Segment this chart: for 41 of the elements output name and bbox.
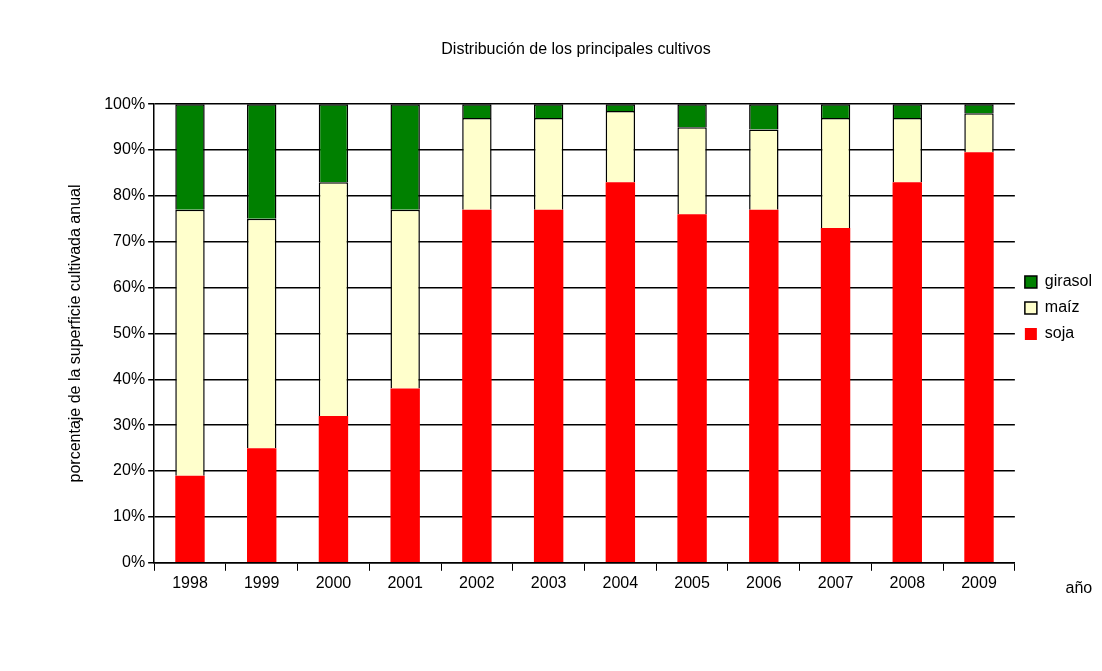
chart-title: Distribución de los principales cultivos <box>441 40 711 58</box>
bar <box>318 416 349 563</box>
x-tick-label: 2003 <box>530 573 567 591</box>
y-tick-label: 90% <box>113 140 146 158</box>
y-tick-label: 0% <box>122 553 146 571</box>
bar <box>677 214 707 563</box>
bar <box>749 209 779 563</box>
y-tick-label: 50% <box>113 323 146 341</box>
x-tick-label: 2005 <box>674 573 710 591</box>
bar <box>533 209 564 563</box>
y-tick-label: 10% <box>113 507 146 525</box>
x-tick-label: 2001 <box>387 573 424 591</box>
x-tick-label: 2008 <box>889 573 926 591</box>
y-tick-label: 70% <box>113 232 146 250</box>
bar <box>605 182 636 563</box>
x-tick-label: 2000 <box>315 573 352 591</box>
x-tick-label: 1998 <box>172 573 208 591</box>
bar <box>247 448 277 563</box>
y-tick-label: 100% <box>104 94 146 112</box>
y-tick-label: 30% <box>113 415 146 433</box>
x-tick-label: 1999 <box>243 573 280 591</box>
bar <box>964 152 994 563</box>
y-tick-label: 80% <box>113 186 146 204</box>
legend-label: maíz <box>1044 298 1080 316</box>
x-tick-label: 2009 <box>961 573 997 591</box>
x-tick-label: 2004 <box>602 573 639 591</box>
y-tick-label: 20% <box>113 461 146 479</box>
y-tick-label: 60% <box>113 278 146 296</box>
x-tick-label: 2006 <box>746 573 782 591</box>
bar <box>462 209 492 563</box>
x-axis-title: año <box>1065 579 1093 597</box>
y-tick-label: 40% <box>113 369 146 387</box>
legend-label: girasol <box>1044 272 1093 290</box>
bar <box>820 228 851 563</box>
y-axis-title: porcentaje de la superficie cultivada anual <box>66 184 84 483</box>
bar <box>390 388 420 563</box>
legend-label: soja <box>1044 324 1075 342</box>
x-tick-label: 2007 <box>817 573 854 591</box>
bar <box>892 182 922 563</box>
x-tick-label: 2002 <box>459 573 495 591</box>
bar <box>175 475 205 563</box>
